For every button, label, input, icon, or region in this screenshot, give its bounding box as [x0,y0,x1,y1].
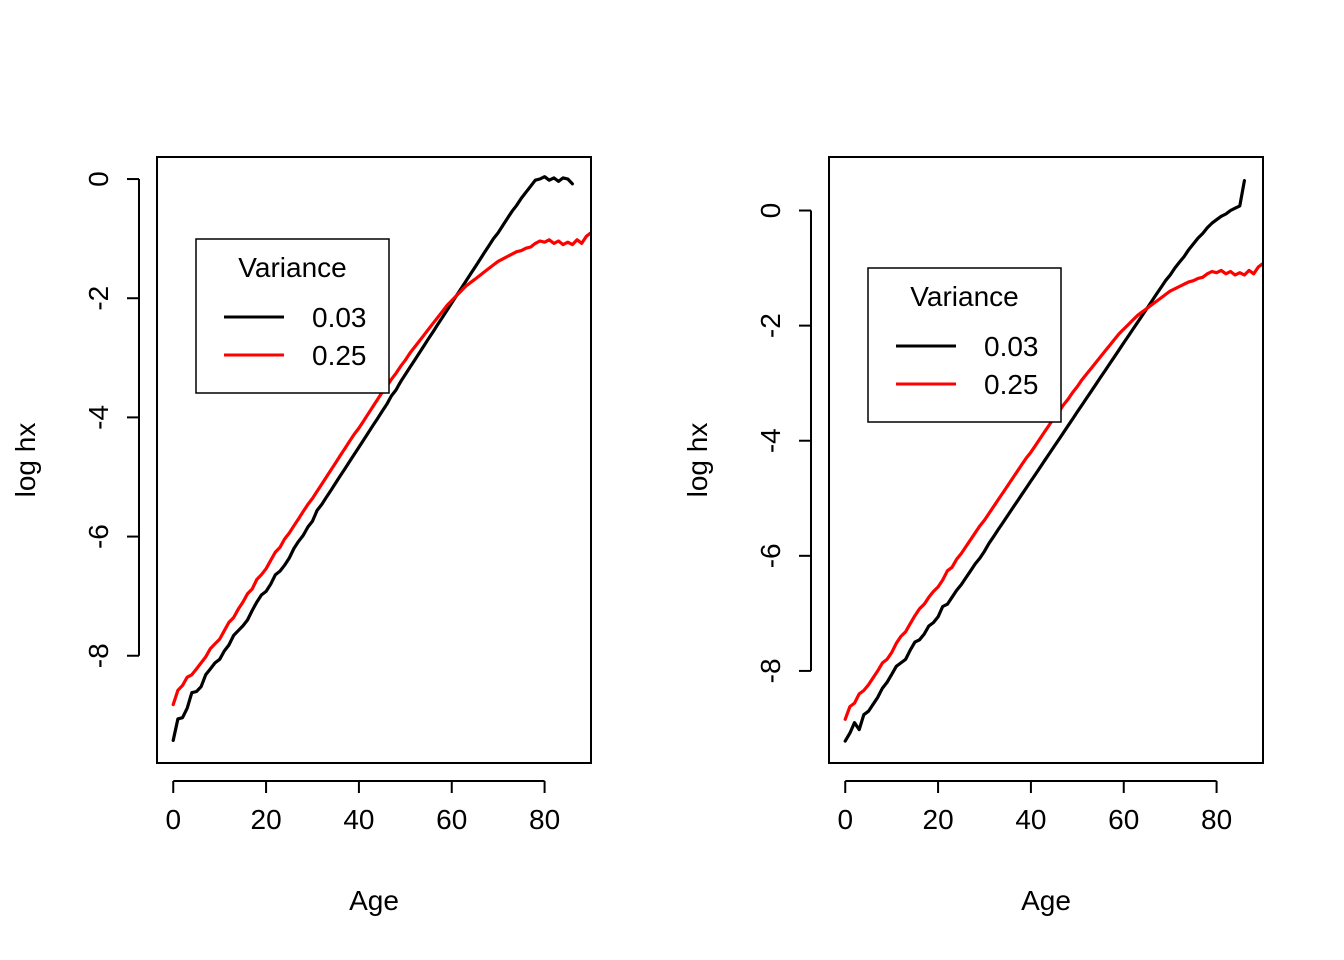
x-tick-label: 40 [343,804,374,835]
y-tick-label: -8 [755,658,786,683]
x-tick-label: 0 [165,804,181,835]
y-tick-label: -6 [83,524,114,549]
chart-panel-right: 0 20 40 60 80 0 -2 -4 -6 -8 Age log hx Variance … [682,156,1264,916]
y-tick-label: -8 [83,643,114,668]
legend-label-series-2: 0.25 [984,369,1039,400]
x-axis: 0 20 40 60 80 [837,780,1232,835]
x-tick-label: 40 [1015,804,1046,835]
x-axis-label: Age [1021,885,1071,916]
x-tick-label: 20 [251,804,282,835]
x-tick-label: 0 [837,804,853,835]
y-tick-label: -4 [83,405,114,430]
y-axis-label: log hx [682,423,713,498]
y-tick-label: 0 [755,203,786,219]
chart-panel-left: 0 20 40 60 80 0 -2 -4 -6 -8 Age log hx Variance … [10,156,592,916]
y-tick-label: 0 [83,171,114,187]
x-axis: 0 20 40 60 80 [165,780,560,835]
legend-label-series-2: 0.25 [312,340,367,371]
y-axis-label: log hx [10,423,41,498]
y-tick-label: -2 [83,286,114,311]
series-line-1 [171,175,575,743]
x-tick-label: 60 [436,804,467,835]
plot-frame [828,156,1264,764]
x-axis-label: Age [349,885,399,916]
x-tick-label: 60 [1108,804,1139,835]
series-line-1 [843,179,1247,743]
legend: Variance 0.03 0.25 [867,267,1062,423]
plot-frame [156,156,592,764]
y-axis: 0 -2 -4 -6 -8 [83,171,140,668]
legend-label-series-1: 0.03 [984,331,1039,362]
y-tick-label: -2 [755,313,786,338]
x-tick-label: 80 [529,804,560,835]
legend-title: Variance [238,252,346,283]
x-tick-label: 20 [923,804,954,835]
legend-label-series-1: 0.03 [312,302,367,333]
y-tick-label: -4 [755,428,786,453]
x-tick-label: 80 [1201,804,1232,835]
y-tick-label: -6 [755,543,786,568]
legend: Variance 0.03 0.25 [195,238,390,394]
legend-title: Variance [910,281,1018,312]
y-axis: 0 -2 -4 -6 -8 [755,203,812,683]
